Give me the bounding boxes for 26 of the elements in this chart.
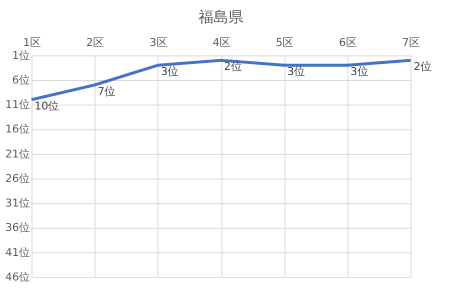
y-tick-label: 31位 [5, 196, 30, 210]
y-tick-label: 11位 [5, 98, 30, 112]
y-tick-label: 16位 [5, 122, 30, 136]
x-tick-label: 3区 [149, 36, 168, 50]
data-label: 7位 [98, 84, 116, 98]
data-label: 10位 [34, 100, 60, 113]
x-tick-label: 4区 [212, 36, 231, 50]
x-tick-label: 1区 [23, 36, 41, 50]
x-tick-label: 6区 [338, 36, 357, 50]
y-tick-label: 6位 [12, 73, 30, 86]
data-label: 2位 [224, 60, 242, 74]
x-tick-label: 5区 [276, 36, 294, 50]
x-tick-label: 7区 [402, 36, 420, 50]
data-label: 3位 [160, 65, 179, 78]
y-tick-label: 46位 [5, 270, 30, 284]
data-label: 2位 [414, 60, 432, 74]
data-label: 3位 [287, 65, 306, 78]
line-series [30, 58, 412, 102]
chart-title: 福島県 [198, 8, 244, 26]
y-tick-label: 36位 [5, 221, 30, 234]
data-label: 3位 [350, 65, 368, 78]
y-tick-label: 21位 [5, 147, 30, 160]
y-tick-label: 41位 [5, 246, 30, 259]
y-tick-label: 1位 [12, 48, 30, 62]
x-tick-label: 2区 [86, 36, 104, 50]
y-tick-label: 26位 [5, 172, 30, 185]
